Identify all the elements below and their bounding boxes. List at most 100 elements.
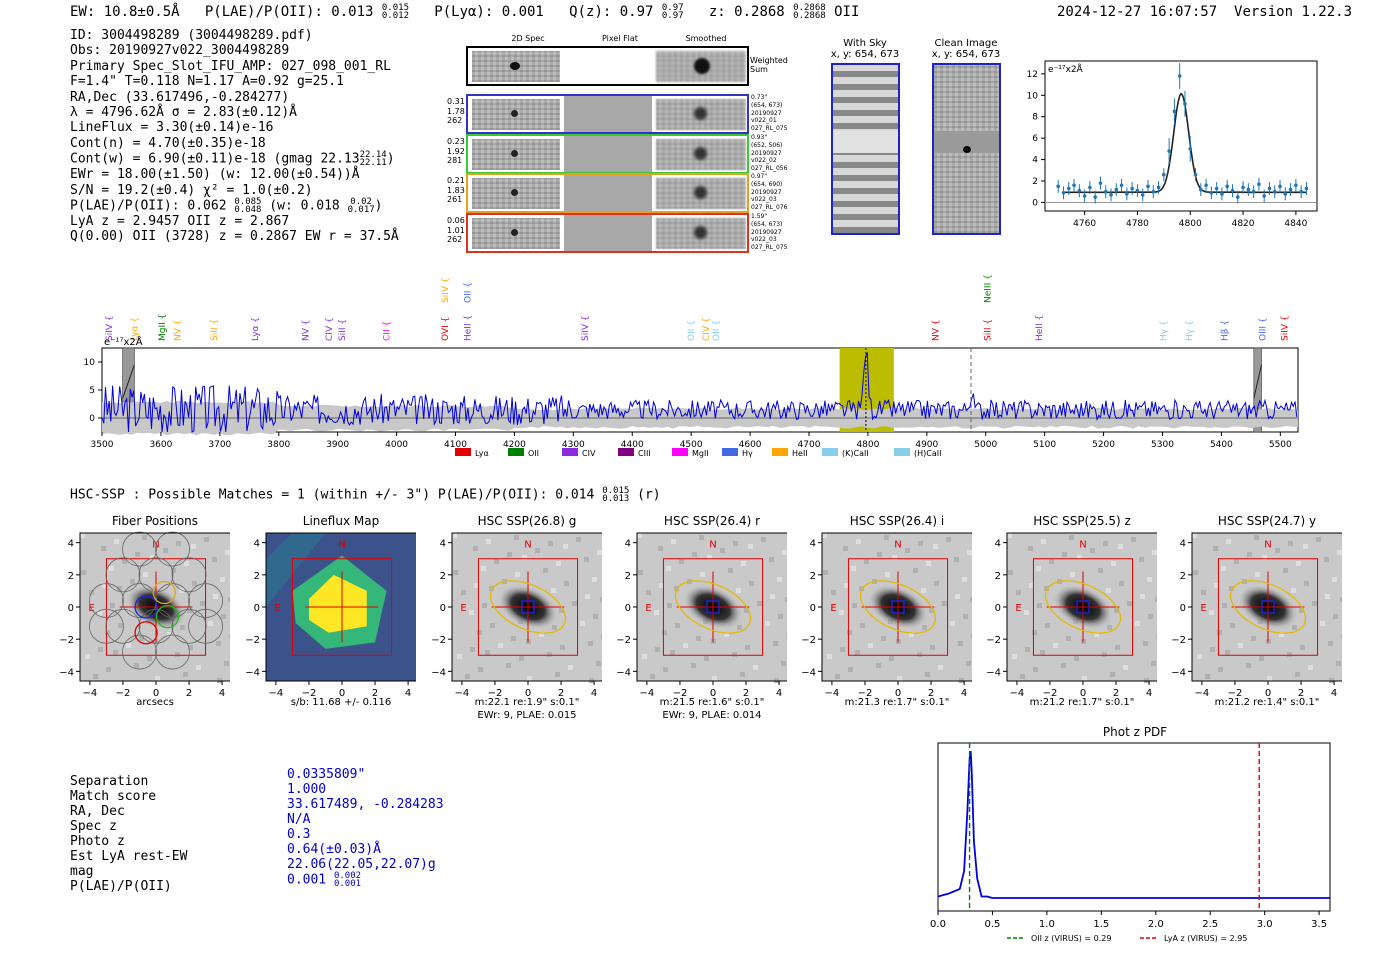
hsc-noise-pixel: [967, 550, 972, 555]
spectrum-legend-label: HeII: [792, 449, 808, 458]
hsc-noise-pixel: [535, 548, 540, 553]
hsc-noise-pixel: [1295, 672, 1300, 677]
cutout-row-stats: 0.31 1.78 262: [447, 97, 465, 126]
spectrum-xtick-label: 3900: [326, 440, 349, 450]
info-ewr: EWr = 18.00(±1.50) (w: 12.00(±0.54))Å: [70, 167, 360, 183]
hsc-xtick-label: 4: [1146, 688, 1152, 699]
hsc-xtick-label: 2: [928, 688, 934, 699]
hsc-xtick-label: 0: [525, 688, 531, 699]
hsc-noise-pixel: [1230, 623, 1235, 628]
hsc-noise-pixel: [1110, 672, 1115, 677]
photz-xtick-label: 3.5: [1311, 919, 1327, 930]
hsc-noise-pixel: [835, 674, 840, 679]
hsc-noise-pixel: [770, 594, 775, 599]
hsc-noise-pixel: [1029, 583, 1034, 588]
hsc-noise-pixel: [1193, 570, 1198, 575]
fiber-circle: [122, 634, 157, 670]
hsc-noise-pixel: [897, 676, 902, 681]
header-summary: EW: 10.8±0.5Å P(LAE)/P(OII): 0.013 0.015…: [70, 4, 859, 21]
header-plae-lo: 0.012: [381, 11, 409, 21]
cutout-row-meta-line: v022_03: [751, 236, 777, 244]
hsc-noise-pixel: [744, 608, 749, 613]
spectrum-xtick-label: 4600: [739, 440, 762, 450]
spectrum-legend-label: Lyα: [475, 449, 489, 458]
hsc-noise-pixel: [85, 654, 90, 659]
zoom-data-point: [1072, 183, 1076, 188]
hsc-noise-pixel: [1061, 663, 1066, 668]
hsc-panel-title: Fiber Positions: [111, 514, 199, 528]
hsc-noise-pixel: [1316, 537, 1321, 542]
spectrum-line-label: SiIV {: [441, 277, 451, 303]
hsc-noise-pixel: [1267, 676, 1272, 681]
hsc-noise-pixel: [736, 588, 741, 593]
hsc-noise-pixel: [1040, 650, 1045, 655]
photz-xtick-label: 2.0: [1148, 919, 1164, 930]
hsc-noise-pixel: [1262, 555, 1267, 560]
hsc-noise-pixel: [1275, 548, 1280, 553]
cutout-row-meta-line: 0.93": [751, 134, 768, 141]
hsc-noise-pixel: [970, 597, 972, 602]
hsc-north-label: N: [524, 539, 531, 550]
hsc-aperture-ellipse: [1229, 580, 1307, 634]
cutout-row-meta-line: (652, 506): [751, 141, 783, 149]
hsc-panel-caption: arcsecs: [136, 697, 174, 708]
hsc-xtick-label: 4: [591, 688, 597, 699]
hsc-noise-pixel: [1218, 667, 1223, 672]
header-z-lo: 0.2868: [793, 11, 826, 21]
hsc-noise-pixel: [942, 601, 947, 606]
match-value-plae-text: 0.001: [287, 872, 327, 888]
cutout-row-meta: 0.73" (654, 673) 20190927 v022_01 027_RL_075: [751, 94, 787, 133]
hsc-noise-pixel: [905, 548, 910, 553]
hsc-noise-pixel: [1024, 610, 1029, 615]
cutout-pixelflat-image: [564, 136, 652, 172]
hsc-noise-pixel: [1291, 588, 1296, 593]
hsc-noise-pixel: [1041, 539, 1046, 544]
info-primary: Primary Spec_Slot_IFU_AMP: 027_098_001_R…: [70, 58, 391, 74]
fiber-circle-orange: [152, 580, 176, 605]
hsc-ytick-label: 4: [440, 539, 446, 550]
hsc-noise-pixel: [1312, 601, 1317, 606]
hsc-xtick-label: 2: [558, 688, 564, 699]
spectrum-line-label: OVI {: [441, 317, 451, 341]
spectrum-xtick-label: 3800: [267, 440, 290, 450]
hsc-noise-pixel: [1288, 541, 1293, 546]
hsc-noise-pixel: [946, 537, 951, 542]
info-plae-text: P(LAE)/P(OII): 0.062: [70, 198, 227, 214]
spectrum-line-labels: SiIV {Lyα {MgII {NV {SiII {Lyα {NV {CIV …: [105, 275, 1290, 341]
hsc-noise-pixel: [548, 541, 553, 546]
hsc-noise-pixel: [785, 597, 787, 602]
hsc-panel-image: N E −4 −4 −2 −2 0 0 2 2 4 4: [802, 532, 972, 699]
hsc-noise-pixel: [482, 603, 487, 608]
weighted-source-dot: [510, 62, 520, 70]
spectrum-legend-swatch: [562, 448, 578, 456]
spectrum-xtick-label: 5100: [1033, 440, 1056, 450]
hsc-ytick-label: −2: [987, 635, 1001, 646]
match-label-specz: Spec z: [70, 819, 117, 834]
hsc-noise-pixel: [1045, 623, 1050, 628]
weighted-sum-label: Weighted Sum: [750, 56, 788, 74]
match-label-radec: RA, Dec: [70, 804, 125, 819]
info-obs: Obs: 20190927v022_3004498289: [70, 43, 290, 59]
hsc-north-label: N: [1079, 539, 1086, 550]
hsc-noise-pixel: [134, 663, 139, 668]
hsc-noise-pixel: [712, 676, 717, 681]
hsc-noise-pixel: [547, 652, 552, 657]
spectrum-line-label: NeIII {: [984, 275, 994, 303]
hsc-noise-pixel: [1069, 535, 1074, 540]
info-plae-w: (w: 0.018: [269, 198, 340, 214]
fiber-circle: [155, 634, 190, 670]
hsc-noise-pixel: [753, 665, 758, 670]
hsc-noise-pixel: [204, 537, 209, 542]
hsc-xtick-label: −4: [1195, 688, 1210, 699]
hsc-xtick-label: 2: [743, 688, 749, 699]
match-label-mag: mag: [70, 864, 94, 879]
hsc-noise-pixel: [1287, 652, 1292, 657]
hsc-search-box: [1217, 558, 1319, 656]
hsc-noise-pixel: [457, 654, 462, 659]
hsc-xtick-label: 0: [1265, 688, 1271, 699]
zoom-data-point: [1098, 181, 1103, 185]
hsc-xtick-label: 4: [1331, 688, 1337, 699]
clean-image-source-dot: [963, 146, 971, 153]
spectrum-legend-swatch: [894, 448, 910, 456]
hsc-noise-pixel: [1192, 533, 1197, 538]
